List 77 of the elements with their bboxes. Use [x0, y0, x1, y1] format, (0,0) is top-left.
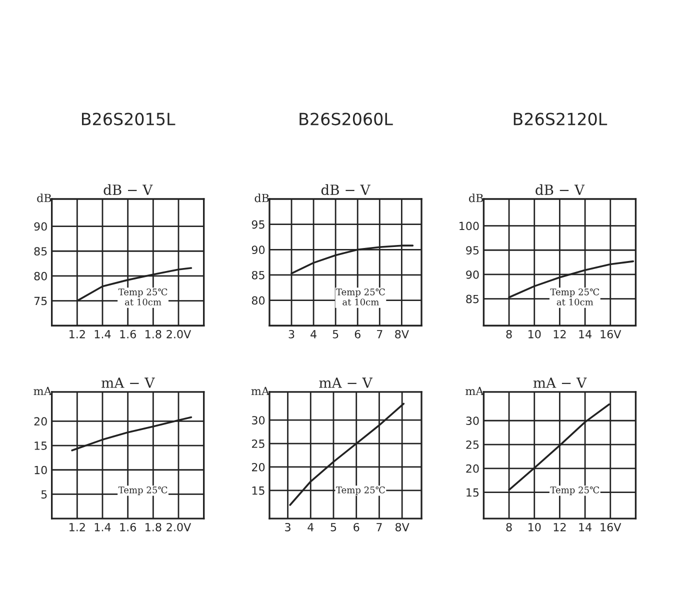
y-tick-label: 10	[34, 466, 47, 474]
x-tick-label: 1.6	[120, 330, 136, 338]
y-tick-label: 95	[252, 220, 264, 229]
y-tick-label: 85	[34, 247, 47, 256]
y-axis-title: dB	[468, 194, 484, 202]
x-tick-label: 14	[579, 330, 592, 338]
annotation: Temp 25℃ at 10cm	[336, 288, 385, 306]
x-tick-label: 4	[308, 523, 314, 532]
x-tick-label: 1.4	[94, 330, 111, 338]
x-tick-label: 2.0V	[166, 330, 192, 338]
y-tick-label: 30	[466, 416, 479, 425]
y-tick-label: 25	[252, 440, 264, 448]
chart-title: dB − V	[104, 184, 153, 196]
y-tick-label: 90	[252, 246, 265, 254]
x-tick-label: 8	[506, 330, 512, 338]
chart-title: mA − V	[101, 378, 155, 388]
x-tick-label: 4	[310, 330, 316, 338]
x-tick-label: 8V	[395, 522, 410, 532]
y-tick-label: 25	[466, 440, 479, 449]
y-tick-label: 90	[34, 222, 47, 231]
x-tick-label: 3	[288, 330, 294, 338]
y-tick-label: 85	[466, 294, 479, 304]
y-tick-label: 100	[460, 222, 479, 230]
y-axis-title: mA	[251, 386, 270, 396]
x-tick-label: 6	[354, 522, 360, 532]
x-tick-label: 6	[354, 330, 360, 338]
x-tick-label: 1.4	[94, 523, 111, 532]
annotation: Temp 25℃	[550, 486, 600, 496]
y-tick-label: 15	[34, 442, 47, 450]
x-tick-label: 1.2	[70, 522, 85, 532]
chart-title: mA − V	[533, 378, 587, 388]
x-tick-label: 14	[579, 523, 592, 532]
x-tick-label: 12	[554, 330, 566, 338]
x-tick-label: 7	[376, 523, 382, 532]
y-tick-label: 80	[34, 272, 47, 280]
annotation: Temp 25℃ at 10cm	[118, 288, 168, 306]
y-tick-label: 75	[34, 296, 47, 306]
y-tick-label: 80	[252, 296, 265, 305]
y-axis-title: dB	[254, 194, 269, 202]
y-tick-label: 90	[466, 270, 479, 279]
y-axis-title: dB	[37, 194, 52, 202]
y-tick-label: 15	[466, 488, 479, 497]
x-tick-label: 3	[285, 522, 290, 532]
x-tick-label: 5	[330, 523, 336, 532]
x-tick-label: 1.2	[70, 330, 85, 338]
x-tick-label: 8V	[395, 330, 409, 338]
annotation: Temp 25℃	[118, 486, 168, 496]
x-tick-label: 7	[377, 330, 382, 338]
y-tick-label: 20	[466, 464, 479, 473]
annotation: Temp 25℃	[336, 486, 385, 496]
x-tick-label: 5	[332, 330, 338, 338]
chart-title: mA − V	[319, 378, 373, 388]
y-tick-label: 20	[34, 417, 47, 426]
x-tick-label: 1.6	[120, 522, 136, 532]
y-tick-label: 85	[252, 270, 264, 280]
x-tick-label: 1.8	[146, 330, 162, 338]
x-tick-label: 10	[528, 330, 541, 338]
x-tick-label: 2.0V	[166, 522, 192, 532]
y-tick-label: 30	[252, 416, 265, 424]
annotation: Temp 25℃ at 10cm	[550, 288, 600, 306]
chart-title: dB − V	[536, 184, 585, 196]
y-tick-label: 20	[252, 462, 265, 472]
chart-title: dB − V	[321, 184, 370, 196]
x-tick-label: 8	[506, 522, 512, 532]
chart-subtitle: B26S2060L	[300, 112, 393, 126]
y-tick-label: 15	[252, 486, 264, 495]
y-axis-title: mA	[466, 386, 484, 396]
x-tick-label: 16V	[600, 522, 622, 532]
y-tick-label: 5	[41, 490, 47, 499]
x-tick-label: 10	[528, 522, 541, 532]
x-tick-label: 16V	[600, 330, 622, 338]
x-tick-label: 1.8	[146, 522, 162, 532]
y-tick-label: 95	[466, 246, 479, 255]
chart-subtitle: B26S2015L	[82, 112, 176, 126]
chart-subtitle: B26S2120L	[514, 112, 608, 126]
x-tick-label: 12	[554, 522, 566, 532]
y-axis-title: mA	[34, 386, 52, 396]
